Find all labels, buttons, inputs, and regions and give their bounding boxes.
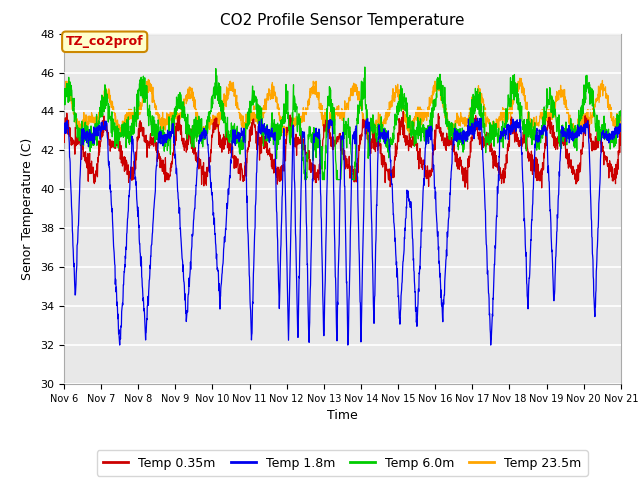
Title: CO2 Profile Sensor Temperature: CO2 Profile Sensor Temperature — [220, 13, 465, 28]
X-axis label: Time: Time — [327, 409, 358, 422]
Y-axis label: Senor Temperature (C): Senor Temperature (C) — [22, 138, 35, 280]
Legend: Temp 0.35m, Temp 1.8m, Temp 6.0m, Temp 23.5m: Temp 0.35m, Temp 1.8m, Temp 6.0m, Temp 2… — [97, 450, 588, 476]
Text: TZ_co2prof: TZ_co2prof — [66, 36, 143, 48]
